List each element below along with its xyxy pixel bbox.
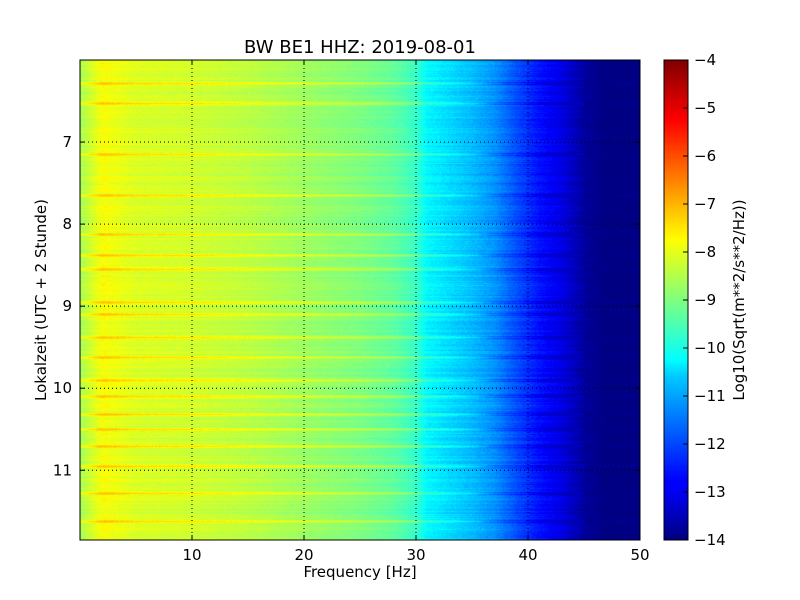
- y-tick-label: 11: [53, 461, 72, 479]
- y-axis-ticks: 7 8 9 10 11: [53, 133, 640, 479]
- colorbar-tick-label: −6: [694, 147, 716, 165]
- colorbar-tick-label: −12: [694, 435, 726, 453]
- x-axis-ticks: 10 20 30 40 50: [182, 60, 650, 564]
- grid-lines: [80, 60, 640, 540]
- x-tick-label: 20: [294, 546, 313, 564]
- y-tick-label: 8: [62, 215, 72, 233]
- spectrogram-heatmap: [80, 60, 640, 540]
- colorbar-tick-label: −4: [694, 51, 716, 69]
- x-tick-label: 50: [630, 546, 649, 564]
- colorbar-tick-label: −13: [694, 483, 726, 501]
- spectrogram-plot-area: 10 20 30 40 50 7 8 9 10 11: [53, 59, 650, 564]
- colorbar-tick-label: −9: [694, 291, 716, 309]
- colorbar-label: Log10(Sqrt(m**2/s**2/Hz)): [730, 199, 748, 400]
- colorbar-tick-label: −7: [694, 195, 716, 213]
- y-tick-label: 7: [62, 133, 72, 151]
- x-tick-label: 30: [406, 546, 425, 564]
- colorbar: −4 −5 −6 −7 −8 −9 −10 −11 −12 −13 −14 Log10(Sqrt(m…: [663, 51, 748, 549]
- colorbar-tick-label: −8: [694, 243, 716, 261]
- x-axis-label: Frequency [Hz]: [303, 563, 416, 581]
- x-tick-label: 10: [182, 546, 201, 564]
- x-tick-label: 40: [518, 546, 537, 564]
- y-axis-label: Lokalzeit (UTC + 2 Stunde): [32, 199, 50, 401]
- colorbar-tick-label: −10: [694, 339, 726, 357]
- colorbar-tick-label: −5: [694, 99, 716, 117]
- y-tick-label: 10: [53, 379, 72, 397]
- chart-title: BW BE1 HHZ: 2019-08-01: [244, 37, 476, 58]
- plot-frame: [79, 59, 641, 541]
- colorbar-tick-label: −14: [694, 531, 726, 549]
- colorbar-tick-label: −11: [694, 387, 726, 405]
- colorbar-ticks: −4 −5 −6 −7 −8 −9 −10 −11 −12 −13 −14: [683, 51, 726, 549]
- y-tick-label: 9: [62, 297, 72, 315]
